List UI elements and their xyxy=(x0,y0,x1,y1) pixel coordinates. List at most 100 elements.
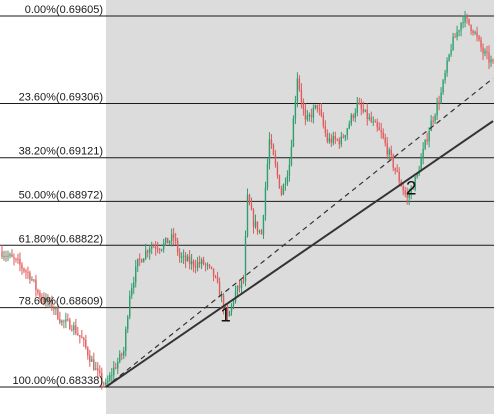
candle xyxy=(222,292,225,315)
candle xyxy=(352,113,354,122)
candle xyxy=(480,36,482,52)
candle xyxy=(364,109,366,113)
candle xyxy=(356,96,358,117)
candle xyxy=(338,137,341,150)
candle xyxy=(452,32,454,51)
candle xyxy=(492,58,494,64)
candle xyxy=(258,229,261,234)
fib-levels xyxy=(0,15,494,388)
candle xyxy=(188,250,191,270)
candle xyxy=(51,295,53,312)
candle xyxy=(101,367,103,390)
candle xyxy=(81,329,83,339)
candle xyxy=(99,365,101,377)
candle xyxy=(266,158,269,191)
candle xyxy=(152,243,155,248)
candle xyxy=(23,267,25,274)
candle xyxy=(316,104,319,113)
candle xyxy=(232,300,235,310)
candle xyxy=(137,258,139,273)
candle xyxy=(172,227,175,245)
candle xyxy=(71,324,73,332)
candle xyxy=(9,252,11,259)
candle xyxy=(324,120,327,137)
candle xyxy=(214,274,217,279)
candle xyxy=(206,262,209,270)
candle xyxy=(133,276,135,295)
candle xyxy=(216,271,219,284)
candle xyxy=(166,237,169,244)
candle xyxy=(436,97,438,121)
candle xyxy=(212,268,215,282)
candle xyxy=(63,319,65,329)
candle xyxy=(460,22,462,37)
candle xyxy=(69,317,71,330)
candle xyxy=(294,95,297,125)
candle xyxy=(1,244,3,259)
candle xyxy=(85,334,87,350)
candle xyxy=(310,108,313,123)
candle xyxy=(115,362,117,370)
candle xyxy=(390,145,392,160)
candle xyxy=(123,346,125,360)
candle xyxy=(176,237,179,256)
candle xyxy=(456,25,458,41)
candle xyxy=(228,310,231,317)
candle xyxy=(302,98,305,116)
candle xyxy=(280,185,283,197)
candle xyxy=(292,115,295,148)
candle xyxy=(438,95,440,111)
candle xyxy=(420,153,422,172)
candle xyxy=(244,230,247,287)
candle xyxy=(109,372,111,383)
candle xyxy=(55,306,57,316)
candle xyxy=(476,26,478,42)
candle xyxy=(274,150,277,168)
candle xyxy=(242,274,245,285)
candle xyxy=(17,253,19,264)
candle xyxy=(29,270,31,284)
candle xyxy=(89,349,91,367)
candle xyxy=(43,292,45,306)
fib-level-label: 50.00%(0.68972) xyxy=(19,189,103,201)
candle xyxy=(250,197,253,211)
fib-level-label: 38.20%(0.69121) xyxy=(19,146,103,158)
candle xyxy=(354,108,356,123)
candle xyxy=(182,249,185,265)
candle xyxy=(446,57,448,77)
candle xyxy=(304,103,307,126)
candle xyxy=(129,290,131,320)
candle xyxy=(342,133,345,139)
candle xyxy=(396,164,398,173)
candle xyxy=(388,147,390,160)
candle xyxy=(308,112,311,122)
candle xyxy=(260,228,263,235)
candle xyxy=(268,132,271,170)
candle xyxy=(412,186,414,190)
candle xyxy=(322,112,325,129)
candle xyxy=(318,103,321,116)
candle xyxy=(202,256,205,266)
candle xyxy=(47,294,49,308)
candle xyxy=(472,29,474,36)
candle xyxy=(468,18,470,26)
fib-level-label: 78.60%(0.68609) xyxy=(19,296,103,308)
candle xyxy=(15,257,17,263)
candle xyxy=(160,248,163,252)
candle xyxy=(57,304,59,321)
candle xyxy=(178,248,181,263)
candle xyxy=(79,334,81,344)
candle xyxy=(422,142,424,165)
candle xyxy=(59,311,61,325)
candle xyxy=(67,313,69,322)
candle xyxy=(208,263,211,269)
candle xyxy=(5,250,7,262)
candle xyxy=(77,326,79,336)
candle xyxy=(198,255,201,269)
candle xyxy=(486,45,488,60)
candle xyxy=(21,262,23,275)
candle xyxy=(33,279,35,283)
candle xyxy=(366,103,368,126)
candle xyxy=(490,55,492,68)
